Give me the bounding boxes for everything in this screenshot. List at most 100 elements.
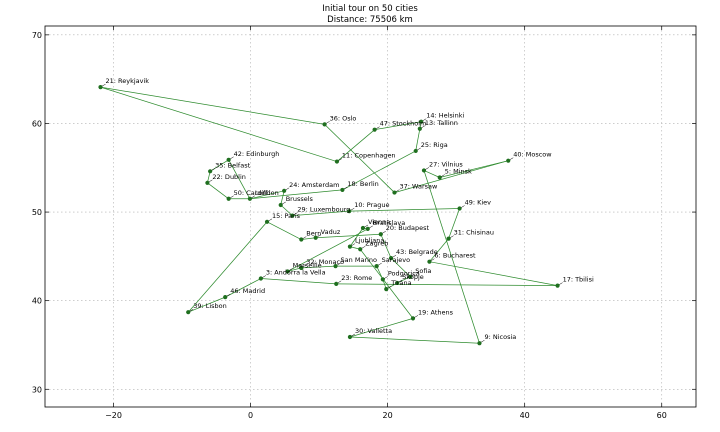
city-label: Marseille <box>293 261 322 269</box>
city-label: 42: Edinburgh <box>234 150 280 158</box>
city-point <box>347 334 353 340</box>
tour-edge <box>301 265 336 269</box>
city-label: Bern <box>306 230 321 238</box>
tour-edge <box>188 296 226 313</box>
city-label: 9: Nicosia <box>484 333 516 341</box>
city-point <box>365 226 370 232</box>
city-label: 37: Warsaw <box>399 183 438 191</box>
city-point <box>392 190 397 195</box>
city-point <box>419 119 424 124</box>
city-point <box>358 247 363 252</box>
city-point <box>299 237 304 242</box>
city-label: 10: Prague <box>354 201 389 209</box>
tour-edge <box>301 237 316 240</box>
x-tick-label: 60 <box>657 411 667 420</box>
tour-edge <box>374 121 422 131</box>
tour-edge <box>280 190 285 206</box>
city-point <box>421 168 427 173</box>
city-label: 22: Dublin <box>212 173 246 181</box>
city-label: Zagreb <box>365 239 388 247</box>
city-point <box>226 196 231 201</box>
tour-edge <box>342 150 416 191</box>
grid-lines <box>45 26 696 407</box>
tour-edge <box>100 86 325 125</box>
city-label: 14: Helsinki <box>426 112 464 120</box>
city-label: 36: Oslo <box>330 114 357 122</box>
tour-edge <box>315 233 381 239</box>
city-label: 6: Bucharest <box>434 252 476 260</box>
y-tick-label: 50 <box>32 208 42 217</box>
city-point <box>347 209 352 214</box>
city-point <box>506 158 511 163</box>
tour-edge <box>266 221 302 240</box>
tour-edge <box>207 182 229 200</box>
city-point <box>380 277 385 282</box>
city-label: Bratislava <box>373 219 405 227</box>
tour-edge <box>287 228 368 272</box>
city-point <box>477 341 482 346</box>
city-point <box>186 310 191 315</box>
chart-subtitle: Distance: 75506 km <box>327 15 413 25</box>
city-label: 31: Chisinau <box>454 229 494 237</box>
city-label: 18: Berlin <box>347 180 378 188</box>
y-tick-label: 60 <box>32 119 42 128</box>
city-point <box>446 236 451 241</box>
axis-ticks: −20 0 20 40 60 30 40 50 60 70 <box>32 26 696 420</box>
city-label: 5: Minsk <box>445 168 472 176</box>
city-label: Brussels <box>286 195 314 203</box>
city-label: 27: Vilnius <box>429 160 463 168</box>
city-point <box>299 265 304 270</box>
city-label: 25: Riga <box>421 141 448 149</box>
tour-edge <box>336 129 375 162</box>
tour-edge <box>249 189 343 200</box>
tour-edge <box>287 267 302 272</box>
tour-edge <box>415 128 421 152</box>
tour-edge <box>439 160 509 178</box>
city-label: 19: Athens <box>418 308 454 316</box>
city-label: 13: Tallinn <box>425 119 458 127</box>
city-label: 30: Valletta <box>355 327 392 335</box>
city-label: 21: Reykjavik <box>106 77 150 85</box>
tour-edge <box>429 238 449 262</box>
city-label: 15: Paris <box>272 212 301 220</box>
chart-title: Initial tour on 50 cities <box>322 4 418 14</box>
tour-edge <box>249 190 285 200</box>
tour-edge <box>394 160 509 193</box>
city-point <box>247 196 252 201</box>
city-point <box>264 219 270 224</box>
city-label: Podgorica <box>388 269 420 277</box>
tour-edge <box>349 227 364 247</box>
label-leaders <box>100 83 563 344</box>
x-tick-label: 20 <box>383 411 393 420</box>
y-tick-label: 70 <box>32 31 42 40</box>
city-point <box>322 122 327 127</box>
tour-edge <box>260 278 337 285</box>
city-label: 49: Kiev <box>465 199 492 207</box>
city-point <box>384 287 389 292</box>
city-point <box>278 202 283 208</box>
y-tick-label: 40 <box>32 297 42 306</box>
city-point <box>333 264 338 269</box>
city-label: 32: Monaco <box>306 258 344 266</box>
city-label: Skopje <box>402 273 424 281</box>
city-point <box>408 274 413 279</box>
x-tick-label: −20 <box>105 411 122 420</box>
tour-edge <box>359 249 414 319</box>
x-tick-label: 0 <box>248 411 253 420</box>
city-point <box>360 225 366 231</box>
tour-edge <box>349 336 480 344</box>
plot-frame <box>44 25 697 408</box>
city-point <box>417 126 422 131</box>
city-point <box>347 244 353 249</box>
tour-edge <box>429 261 558 286</box>
city-point <box>427 259 432 264</box>
city-label: 23: Rome <box>341 274 372 282</box>
tour-edge <box>349 208 460 212</box>
tour-edge <box>349 318 414 338</box>
city-label: 29: Luxembourg <box>297 206 350 214</box>
tour-edge <box>225 278 262 298</box>
city-point <box>223 295 228 300</box>
city-point <box>410 316 416 321</box>
